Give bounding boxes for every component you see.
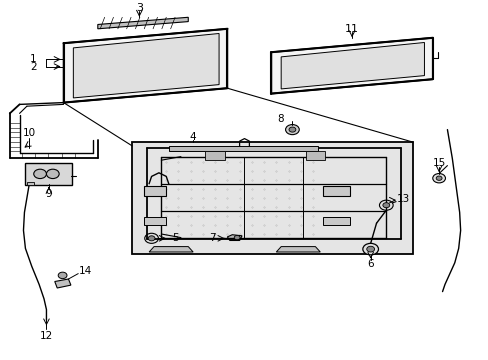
Text: 8: 8 — [276, 114, 283, 124]
Circle shape — [148, 236, 155, 241]
Circle shape — [234, 235, 240, 240]
Polygon shape — [98, 17, 188, 29]
Text: 14: 14 — [79, 266, 92, 276]
Polygon shape — [168, 146, 317, 151]
Text: 6: 6 — [366, 259, 373, 269]
Polygon shape — [227, 235, 242, 240]
Circle shape — [379, 200, 392, 210]
Polygon shape — [149, 247, 193, 252]
Polygon shape — [55, 279, 71, 288]
Text: 10: 10 — [23, 128, 36, 138]
Circle shape — [288, 127, 295, 132]
Polygon shape — [271, 38, 432, 94]
Circle shape — [362, 243, 378, 255]
Circle shape — [58, 272, 67, 279]
Text: 2: 2 — [30, 62, 37, 72]
Bar — [322, 186, 349, 196]
Bar — [144, 186, 166, 196]
Circle shape — [144, 233, 158, 243]
FancyBboxPatch shape — [25, 163, 72, 185]
Text: 5: 5 — [171, 233, 178, 243]
Text: 7: 7 — [209, 233, 216, 243]
Text: 12: 12 — [40, 330, 53, 341]
Bar — [132, 142, 412, 254]
Bar — [144, 217, 166, 225]
Bar — [305, 151, 325, 160]
Bar — [27, 182, 34, 185]
Text: 3: 3 — [136, 3, 142, 13]
Text: 9: 9 — [45, 189, 52, 199]
Text: 1: 1 — [30, 54, 37, 64]
Text: 11: 11 — [345, 24, 358, 34]
Circle shape — [435, 176, 441, 180]
Polygon shape — [276, 247, 320, 252]
Text: 15: 15 — [431, 158, 445, 168]
Circle shape — [285, 125, 299, 135]
Circle shape — [46, 169, 59, 179]
Polygon shape — [63, 29, 227, 103]
Circle shape — [382, 203, 389, 208]
Bar — [322, 217, 349, 225]
Polygon shape — [281, 42, 424, 89]
Text: 13: 13 — [396, 194, 409, 204]
Circle shape — [432, 174, 445, 183]
Bar — [205, 151, 224, 160]
Text: 4: 4 — [189, 132, 196, 142]
Circle shape — [366, 246, 374, 252]
Polygon shape — [73, 33, 219, 98]
Circle shape — [34, 169, 46, 179]
